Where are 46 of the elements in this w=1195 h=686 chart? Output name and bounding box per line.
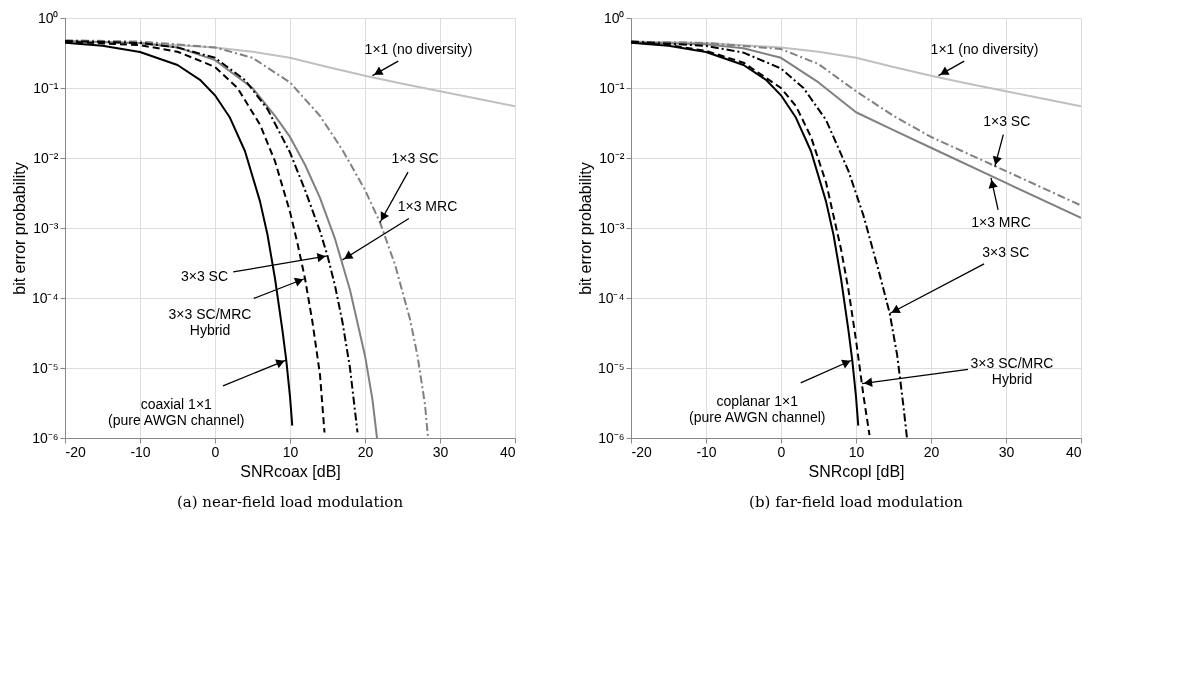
x-axis-title: SNRcopl [dB] [808,462,905,480]
y-tick-label: 10⁻⁵ [598,359,625,376]
y-tick-label: 10⁻⁶ [598,429,625,446]
annotation: coplanar 1×1 (pure AWGN channel) [689,393,826,426]
annotation: 1×3 SC [391,150,439,167]
annotation: coaxial 1×1 (pure AWGN channel) [108,396,245,429]
y-axis-title: bit error probability [576,162,594,295]
y-tick-label: 10⁻² [599,149,625,166]
annotation: 1×3 MRC [971,213,1031,230]
x-tick-label: 0 [211,443,220,460]
y-tick-label: 10⁻² [33,149,59,166]
annotation: 1×1 (no diversity) [930,40,1039,57]
x-tick-label: 10 [282,443,299,460]
x-tick-label: -10 [130,443,151,460]
annotation: 3×3 SC [180,267,229,284]
x-tick-label: 40 [1065,443,1082,460]
y-tick-label: 10⁻⁴ [597,289,625,306]
y-tick-label: 10⁻³ [599,219,625,236]
annotation: 1×3 SC [983,112,1031,129]
x-tick-label: -10 [696,443,717,460]
annotation: 3×3 SC/MRC Hybrid [970,354,1054,387]
annotation: 3×3 SC/MRC Hybrid [168,306,252,339]
x-tick-label: 30 [432,443,449,460]
x-tick-label: 10 [848,443,865,460]
x-tick-label: 0 [777,443,786,460]
y-tick-label: 10⁰ [603,9,625,26]
y-axis-title: bit error probability [10,162,28,295]
y-tick-label: 10⁻¹ [33,79,59,96]
annotation: 1×1 (no diversity) [364,40,473,57]
x-tick-label: 20 [357,443,374,460]
y-tick-label: 10⁰ [37,9,59,26]
annotation: 3×3 SC [982,243,1030,260]
y-tick-label: 10⁻⁴ [31,289,59,306]
text: (b) far-field load modulation [749,493,964,511]
annotation: 1×3 MRC [397,197,458,214]
x-tick-label: 20 [923,443,940,460]
x-tick-label: 40 [499,443,516,460]
x-tick-label: -20 [65,443,86,460]
x-axis-title: SNRcoax [dB] [240,462,341,480]
y-tick-label: 10⁻⁵ [32,359,59,376]
x-tick-label: -20 [631,443,652,460]
y-tick-label: 10⁻⁶ [32,429,59,446]
text: (a) near-field load modulation [176,493,404,511]
y-tick-label: 10⁻³ [33,219,59,236]
x-tick-label: 30 [998,443,1015,460]
y-tick-label: 10⁻¹ [599,79,625,96]
